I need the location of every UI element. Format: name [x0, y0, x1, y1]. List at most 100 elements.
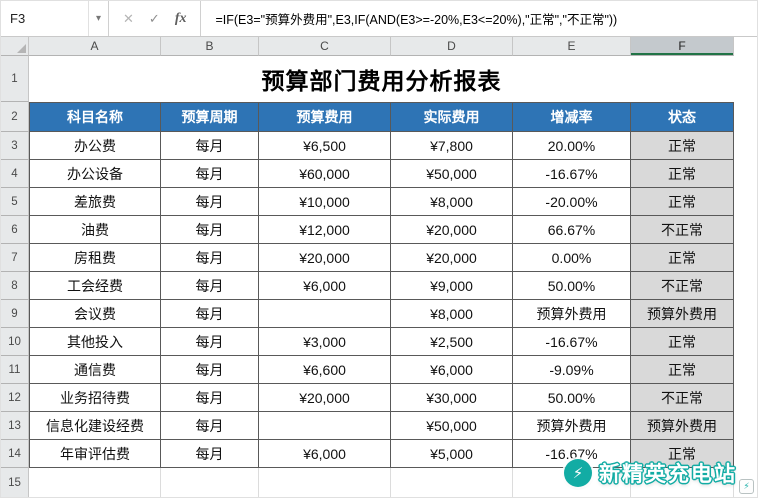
cell-status[interactable]: 正常: [631, 160, 734, 188]
cell-actual[interactable]: ¥20,000: [391, 216, 513, 244]
cell-period[interactable]: 每月: [161, 440, 259, 468]
cell-subject[interactable]: 业务招待费: [29, 384, 161, 412]
cell-rate[interactable]: -20.00%: [513, 188, 631, 216]
column-header-f-active[interactable]: F: [631, 37, 734, 56]
cell-period[interactable]: 每月: [161, 160, 259, 188]
cell-subject[interactable]: 差旅费: [29, 188, 161, 216]
cell-period[interactable]: 每月: [161, 300, 259, 328]
cell-period[interactable]: 每月: [161, 328, 259, 356]
cell-status-active[interactable]: 正常: [631, 132, 734, 160]
cell-budget[interactable]: ¥3,000: [259, 328, 391, 356]
row-header-8[interactable]: 8: [1, 272, 29, 300]
cell-rate[interactable]: 20.00%: [513, 132, 631, 160]
cell-status[interactable]: 不正常: [631, 272, 734, 300]
cell-actual[interactable]: ¥30,000: [391, 384, 513, 412]
cancel-icon[interactable]: ✕: [123, 10, 134, 26]
cell-rate[interactable]: 预算外费用: [513, 412, 631, 440]
cell-status[interactable]: 不正常: [631, 216, 734, 244]
cell-rate[interactable]: -9.09%: [513, 356, 631, 384]
cell-period[interactable]: 每月: [161, 188, 259, 216]
select-all-corner[interactable]: [1, 37, 29, 56]
row-header-4[interactable]: 4: [1, 160, 29, 188]
cell-period[interactable]: 每月: [161, 272, 259, 300]
cell-actual[interactable]: ¥8,000: [391, 300, 513, 328]
column-header-e[interactable]: E: [513, 37, 631, 56]
empty-cell[interactable]: [29, 468, 161, 497]
cell-period[interactable]: 每月: [161, 244, 259, 272]
column-header-d[interactable]: D: [391, 37, 513, 56]
name-box[interactable]: F3 ▾: [1, 1, 109, 36]
cell-actual[interactable]: ¥6,000: [391, 356, 513, 384]
report-title-cell[interactable]: 预算部门费用分析报表: [261, 68, 502, 94]
row-header-7[interactable]: 7: [1, 244, 29, 272]
empty-cell[interactable]: [631, 468, 734, 497]
cell-rate[interactable]: 50.00%: [513, 384, 631, 412]
cell-budget[interactable]: ¥6,500: [259, 132, 391, 160]
row-header-2[interactable]: 2: [1, 102, 29, 132]
cell-rate[interactable]: 66.67%: [513, 216, 631, 244]
cell-status[interactable]: 正常: [631, 440, 734, 468]
column-header-c[interactable]: C: [259, 37, 391, 56]
cell-subject[interactable]: 年审评估费: [29, 440, 161, 468]
cell-rate[interactable]: -16.67%: [513, 160, 631, 188]
cell-rate[interactable]: 50.00%: [513, 272, 631, 300]
cell-subject[interactable]: 办公设备: [29, 160, 161, 188]
cell-status[interactable]: 正常: [631, 328, 734, 356]
row-header-9[interactable]: 9: [1, 300, 29, 328]
cell-status[interactable]: 预算外费用: [631, 300, 734, 328]
column-header-a[interactable]: A: [29, 37, 161, 56]
row-header-15[interactable]: 15: [1, 468, 29, 497]
row-header-11[interactable]: 11: [1, 356, 29, 384]
cell-subject[interactable]: 其他投入: [29, 328, 161, 356]
cell-status[interactable]: 预算外费用: [631, 412, 734, 440]
header-cell-period[interactable]: 预算周期: [161, 102, 259, 132]
chevron-down-icon[interactable]: ▾: [88, 1, 108, 36]
cell-budget[interactable]: ¥6,000: [259, 440, 391, 468]
cell-status[interactable]: 正常: [631, 244, 734, 272]
cell-actual[interactable]: ¥20,000: [391, 244, 513, 272]
cell-actual[interactable]: ¥5,000: [391, 440, 513, 468]
cell-budget[interactable]: ¥20,000: [259, 384, 391, 412]
cell-subject[interactable]: 房租费: [29, 244, 161, 272]
cell-rate[interactable]: -16.67%: [513, 328, 631, 356]
cell-subject[interactable]: 会议费: [29, 300, 161, 328]
cell-budget[interactable]: ¥10,000: [259, 188, 391, 216]
cell-rate[interactable]: -16.67%: [513, 440, 631, 468]
cell-subject[interactable]: 信息化建设经费: [29, 412, 161, 440]
cell-actual[interactable]: ¥50,000: [391, 412, 513, 440]
row-header-3[interactable]: 3: [1, 132, 29, 160]
cell-budget[interactable]: ¥6,000: [259, 272, 391, 300]
row-header-10[interactable]: 10: [1, 328, 29, 356]
cell-actual[interactable]: ¥9,000: [391, 272, 513, 300]
cell-subject[interactable]: 办公费: [29, 132, 161, 160]
row-header-13[interactable]: 13: [1, 412, 29, 440]
cell-actual[interactable]: ¥7,800: [391, 132, 513, 160]
cell-subject[interactable]: 油费: [29, 216, 161, 244]
cell-budget[interactable]: ¥12,000: [259, 216, 391, 244]
header-cell-rate[interactable]: 增减率: [513, 102, 631, 132]
insert-function-icon[interactable]: fx: [174, 10, 187, 26]
row-header-14[interactable]: 14: [1, 440, 29, 468]
formula-input[interactable]: =IF(E3="预算外费用",E3,IF(AND(E3>=-20%,E3<=20…: [215, 13, 618, 27]
cell-status[interactable]: 正常: [631, 188, 734, 216]
column-header-b[interactable]: B: [161, 37, 259, 56]
cell-budget[interactable]: [259, 412, 391, 440]
empty-cell[interactable]: [259, 468, 391, 497]
header-cell-status[interactable]: 状态: [631, 102, 734, 132]
enter-icon[interactable]: ✓: [148, 10, 160, 26]
cell-rate[interactable]: 预算外费用: [513, 300, 631, 328]
empty-cell[interactable]: [513, 468, 631, 497]
cell-status[interactable]: 正常: [631, 356, 734, 384]
row-header-6[interactable]: 6: [1, 216, 29, 244]
cell-period[interactable]: 每月: [161, 412, 259, 440]
cell-budget[interactable]: ¥6,600: [259, 356, 391, 384]
cell-period[interactable]: 每月: [161, 216, 259, 244]
cell-period[interactable]: 每月: [161, 132, 259, 160]
cell-budget[interactable]: [259, 300, 391, 328]
cell-actual[interactable]: ¥8,000: [391, 188, 513, 216]
cell-budget[interactable]: ¥60,000: [259, 160, 391, 188]
empty-cell[interactable]: [161, 468, 259, 497]
header-cell-actual[interactable]: 实际费用: [391, 102, 513, 132]
cell-budget[interactable]: ¥20,000: [259, 244, 391, 272]
cell-actual[interactable]: ¥2,500: [391, 328, 513, 356]
